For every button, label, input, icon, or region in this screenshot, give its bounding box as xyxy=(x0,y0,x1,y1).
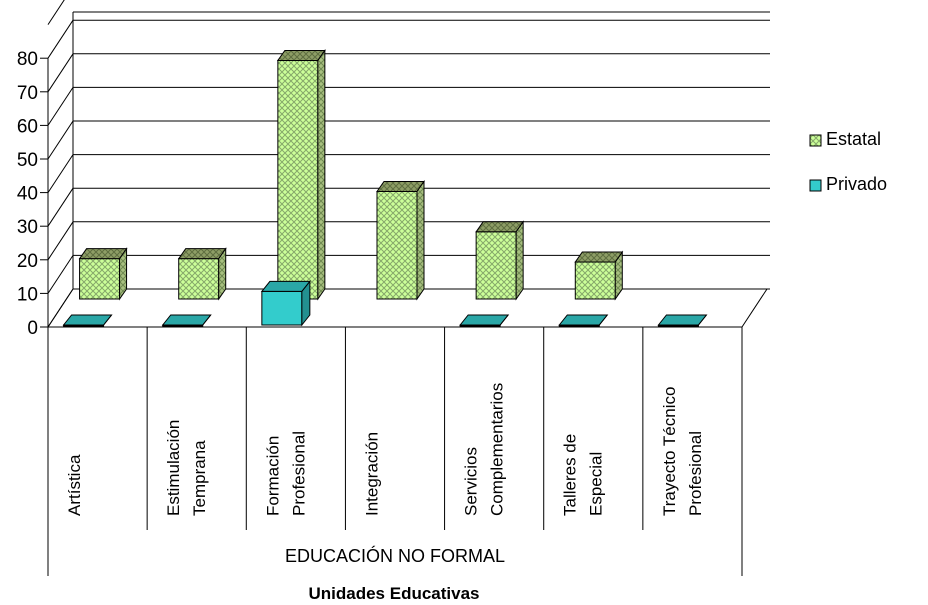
category-labels: Artística Estimulación Temprana Formación Pr… xyxy=(47,327,743,603)
y-tick-label: 20 xyxy=(17,251,38,272)
wall-gridline xyxy=(47,0,65,25)
bar-privado-side xyxy=(499,314,509,326)
category-label: Temprana xyxy=(190,440,209,516)
bar-estatal xyxy=(276,48,326,301)
y-tick-label: 70 xyxy=(17,83,38,104)
bar-privado xyxy=(459,314,510,327)
bar-estatal-side xyxy=(317,48,326,301)
bar-privado-side xyxy=(301,279,311,327)
category-label: Artística xyxy=(65,454,84,516)
bar-estatal-front xyxy=(475,231,517,300)
category-label: Servicios xyxy=(462,447,481,516)
legend-label: Estatal xyxy=(826,129,881,149)
bar-privado-side xyxy=(698,314,707,326)
bar-estatal-side xyxy=(614,250,623,301)
bar-privado xyxy=(62,314,113,327)
y-tick-label: 0 xyxy=(27,318,38,339)
bar-estatal-side xyxy=(119,247,128,301)
category-label: Integración xyxy=(362,432,381,516)
bar-estatal-front xyxy=(574,261,616,300)
bar-estatal-front xyxy=(79,258,121,300)
bar-privado xyxy=(657,314,708,327)
bar-estatal-top xyxy=(376,180,425,192)
x-axis-title: Unidades Educativas xyxy=(308,584,479,603)
bars xyxy=(62,48,708,327)
category-label: Especial xyxy=(587,452,606,516)
bar-estatal-front xyxy=(376,190,418,300)
wall-gridline xyxy=(47,187,74,227)
bar-estatal xyxy=(475,220,525,301)
bar-estatal-top xyxy=(276,49,326,61)
bar-estatal xyxy=(177,247,227,301)
wall-gridline xyxy=(47,154,74,193)
wall-gridline xyxy=(47,221,74,261)
bar-estatal xyxy=(376,179,425,301)
bar-privado xyxy=(161,314,212,327)
wall-gridline xyxy=(47,87,74,126)
y-tick-label: 30 xyxy=(17,217,38,238)
legend-label: Privado xyxy=(826,174,887,194)
category-label: Estimulación xyxy=(164,420,183,516)
legend: Estatal Privado xyxy=(809,129,887,194)
category-label: Formación xyxy=(263,436,282,516)
bar-privado-side xyxy=(103,314,112,326)
category-label: Complementarios xyxy=(488,383,507,516)
wall-gridline xyxy=(47,120,74,160)
floor-left-edge xyxy=(47,288,74,328)
bar-estatal-side xyxy=(416,179,425,301)
bar-privado-side xyxy=(202,314,212,326)
category-label: Trayecto Técnico xyxy=(660,387,679,516)
group-label: EDUCACIÓN NO FORMAL xyxy=(285,545,505,566)
axes: 0 10 20 30 40 50 60 70 80 xyxy=(17,49,768,339)
wall-gridline xyxy=(47,255,74,294)
y-tick-label: 80 xyxy=(17,49,38,70)
bar-privado-side xyxy=(598,314,608,326)
y-tick-label: 50 xyxy=(17,150,38,171)
legend-swatch xyxy=(809,179,822,192)
bar-estatal-top xyxy=(574,251,624,263)
wall-gridline xyxy=(47,53,74,93)
bar-privado xyxy=(558,314,609,327)
bar-estatal-front xyxy=(277,59,319,300)
bar-estatal-side xyxy=(218,247,227,301)
bar-estatal-front xyxy=(178,258,220,300)
bar-estatal xyxy=(574,250,624,301)
y-tick-label: 60 xyxy=(17,116,38,137)
floor-right-edge xyxy=(741,288,768,328)
y-tick-label: 40 xyxy=(17,184,38,205)
bar-estatal-top xyxy=(78,248,128,260)
category-label: Talleres de xyxy=(561,434,580,516)
y-tick-label: 10 xyxy=(17,284,38,305)
wall-gridline xyxy=(47,19,74,59)
bar-estatal-top xyxy=(475,221,525,233)
bar-privado-front xyxy=(261,290,303,326)
bar-estatal-top xyxy=(177,248,227,260)
bar-privado xyxy=(260,279,311,327)
category-label: Profesional xyxy=(289,431,308,516)
legend-swatch xyxy=(809,134,822,147)
bar-estatal-side xyxy=(515,220,524,301)
category-label: Profesional xyxy=(686,431,705,516)
bar-estatal xyxy=(78,247,128,301)
